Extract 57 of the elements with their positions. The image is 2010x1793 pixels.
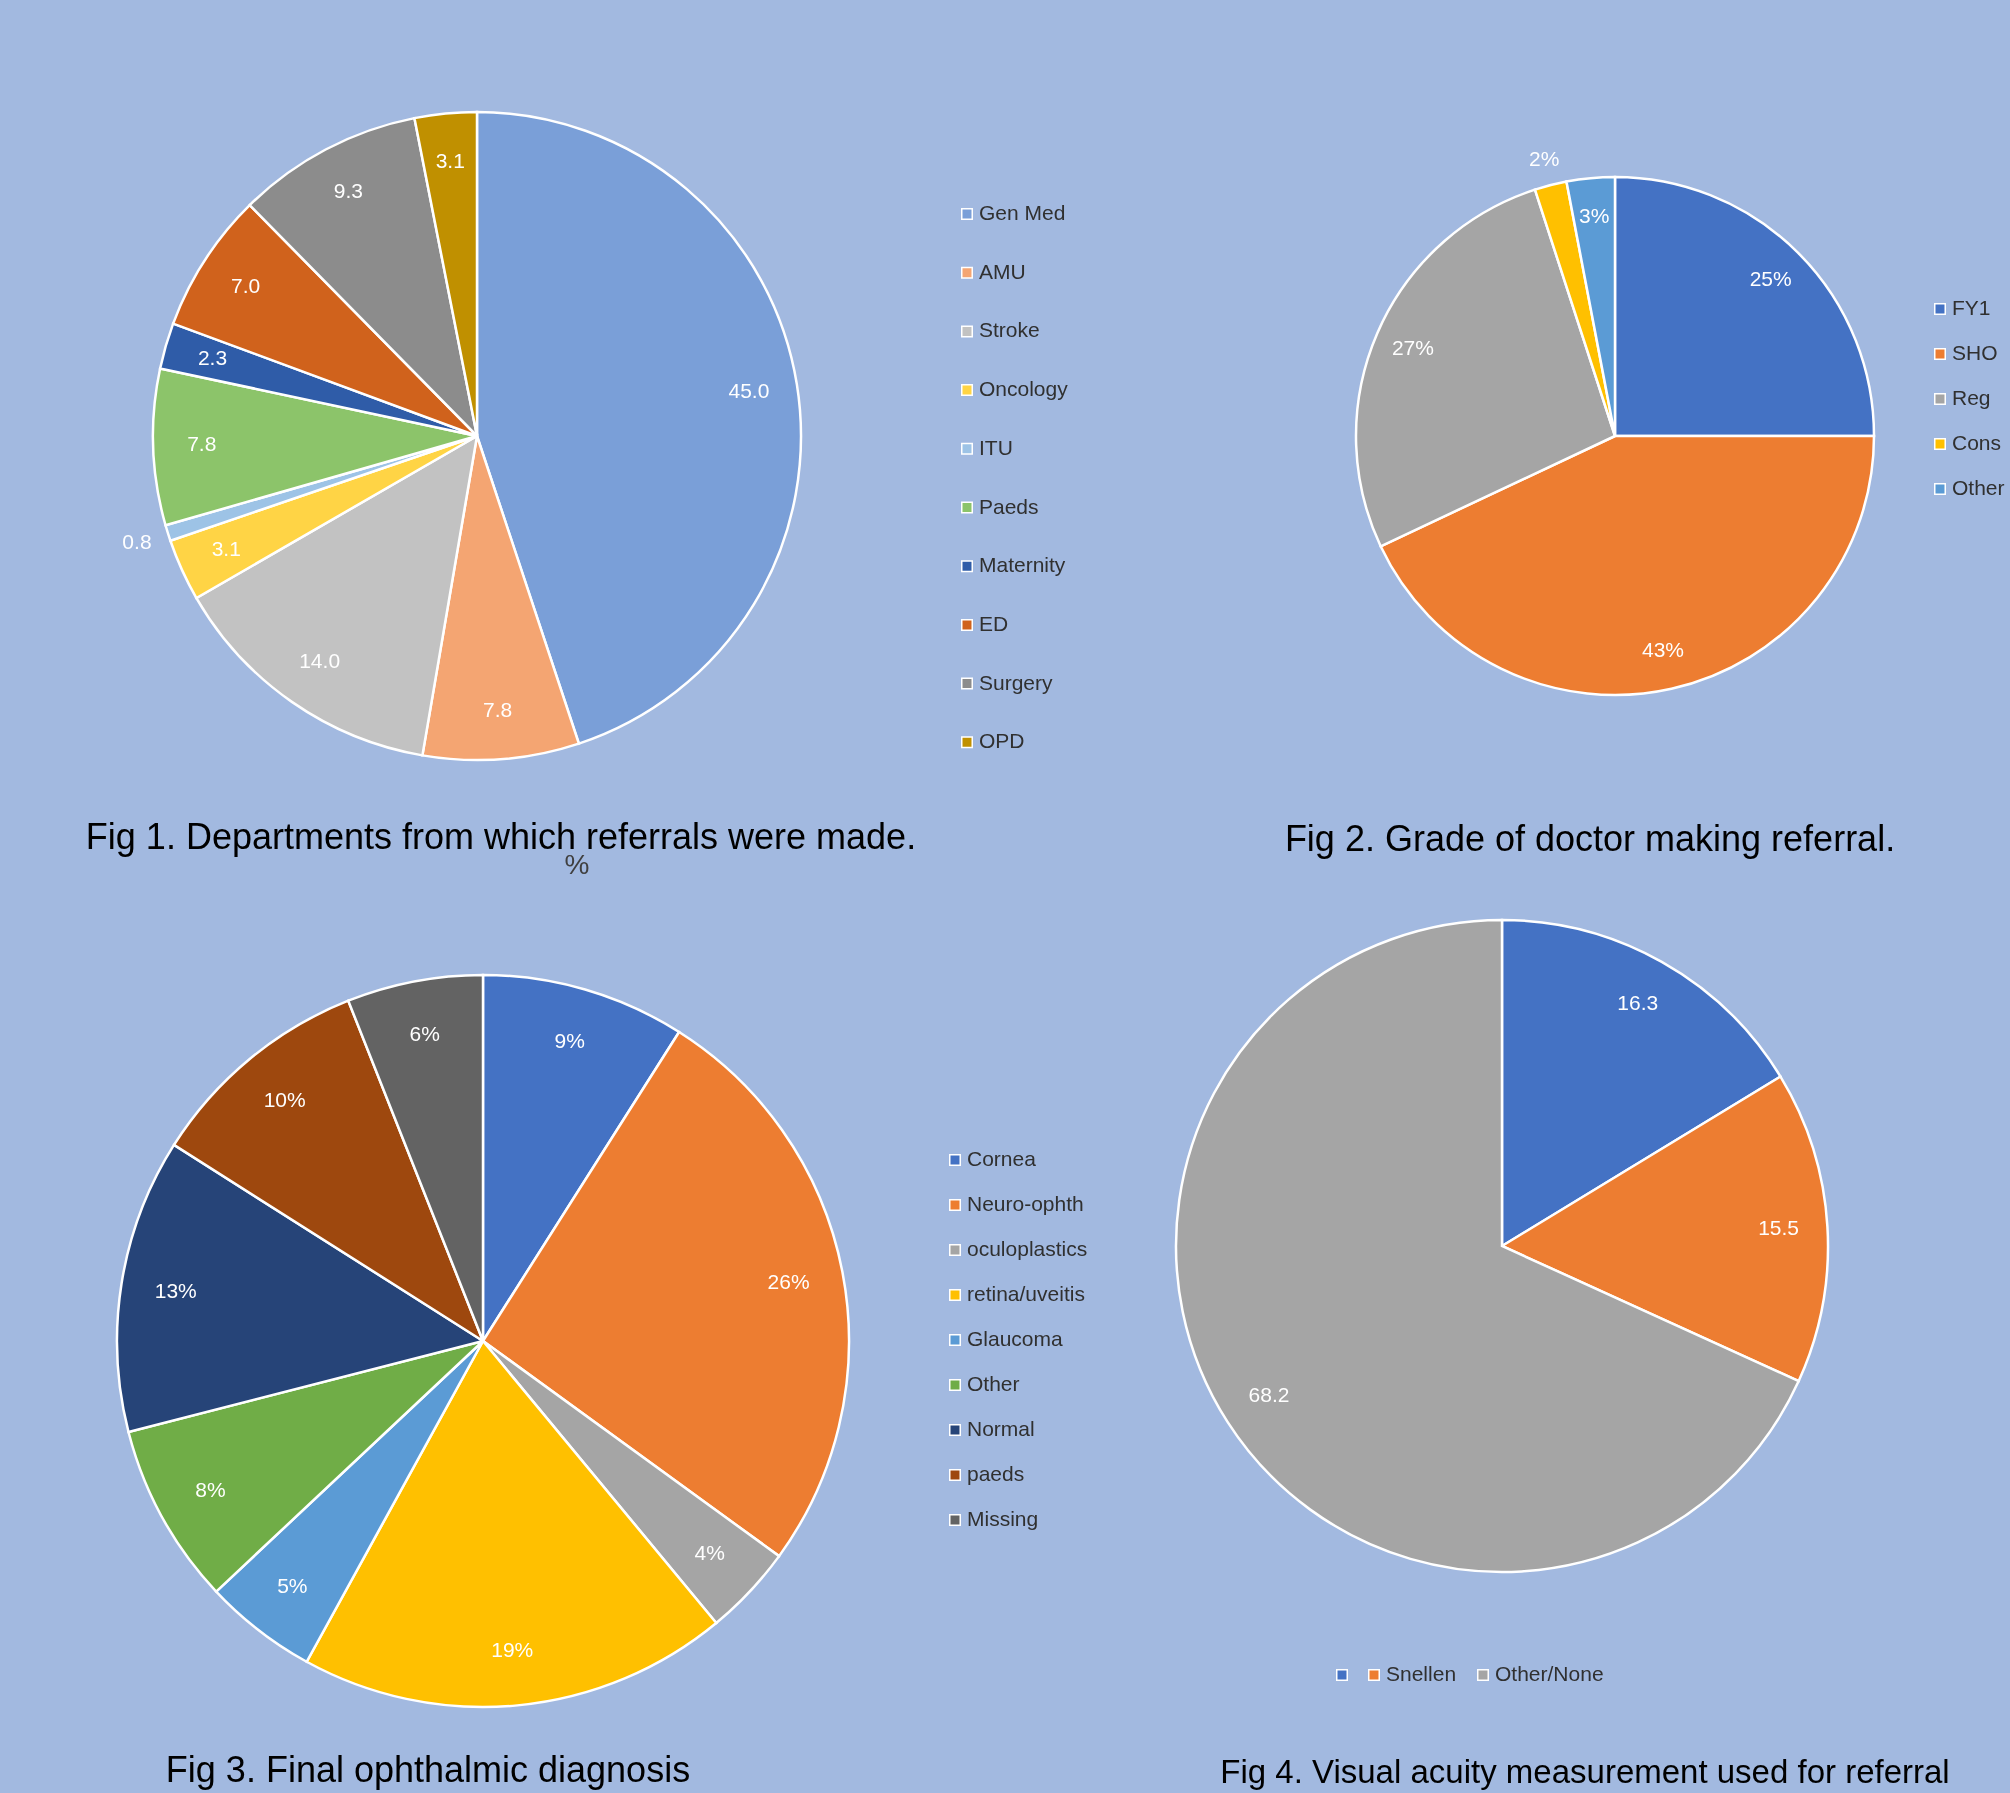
- data-label: 26%: [767, 1269, 810, 1293]
- data-label: 43%: [1642, 637, 1685, 661]
- legend-label: Other/None: [1495, 1662, 1604, 1685]
- legend-label: Other: [967, 1372, 1020, 1395]
- data-label: 13%: [154, 1279, 197, 1303]
- data-label: 27%: [1391, 335, 1434, 359]
- data-label: 16.3: [1617, 991, 1659, 1015]
- data-label: 45.0: [728, 379, 770, 403]
- legend-label: Gen Med: [979, 201, 1066, 224]
- data-label: 4%: [694, 1540, 725, 1564]
- legend-label: FY1: [1952, 296, 1991, 319]
- data-label: 7.0: [231, 273, 261, 297]
- data-label: 5%: [277, 1573, 308, 1597]
- legend-label: paeds: [967, 1462, 1025, 1485]
- legend-label: Surgery: [979, 670, 1054, 694]
- legend-label: Maternity: [979, 553, 1066, 577]
- legend-label: Normal: [967, 1417, 1035, 1440]
- legend-label: Reg: [1952, 386, 1991, 409]
- legend-label: AMU: [979, 259, 1026, 283]
- text: Fig 2. Grade of doctor making referral.: [1284, 818, 1896, 859]
- data-label: 0.8: [122, 529, 152, 553]
- data-label: 6%: [409, 1022, 440, 1046]
- data-label: 7.8: [187, 432, 217, 456]
- data-label: 7.8: [483, 697, 513, 721]
- data-label: 68.2: [1248, 1382, 1290, 1406]
- data-label: 2.3: [197, 346, 228, 370]
- legend-label: ITU: [979, 435, 1013, 459]
- data-label: 9%: [554, 1029, 585, 1053]
- legend-label: retina/uveitis: [967, 1282, 1085, 1305]
- legend-label: OPD: [979, 729, 1025, 753]
- legend-label: Missing: [967, 1507, 1039, 1530]
- legend-label: Stroke: [979, 318, 1040, 342]
- data-label: 9.3: [333, 179, 363, 203]
- legend-label: Neuro-ophth: [967, 1192, 1084, 1215]
- legend-label: Oncology: [979, 377, 1069, 401]
- data-label: 3%: [1579, 203, 1610, 227]
- legend-label: Glaucoma: [967, 1327, 1064, 1350]
- text: %: [564, 849, 590, 880]
- data-label: 2%: [1528, 147, 1560, 171]
- data-label: 3.1: [435, 148, 465, 172]
- data-label: 15.5: [1758, 1216, 1800, 1240]
- data-label: 19%: [491, 1637, 534, 1661]
- legend-label: ED: [979, 611, 1009, 635]
- data-label: 14.0: [299, 649, 341, 673]
- text: Fig 4. Visual acuity measurement used for referral: [1220, 1753, 1950, 1790]
- text: Fig 3. Final ophthalmic diagnosis: [165, 1749, 691, 1790]
- legend-label: Paeds: [979, 494, 1039, 518]
- data-label: 3.1: [211, 536, 241, 560]
- data-label: 10%: [263, 1088, 306, 1112]
- legend-label: oculoplastics: [967, 1237, 1088, 1260]
- legend-label: Other: [1952, 476, 2005, 499]
- legend-label: Cornea: [967, 1147, 1037, 1170]
- legend-label: SHO: [1952, 341, 1998, 364]
- legend-label: Cons: [1952, 431, 2002, 454]
- legend-label: Snellen: [1386, 1662, 1457, 1685]
- data-label: 8%: [195, 1477, 226, 1501]
- data-label: 25%: [1749, 267, 1792, 291]
